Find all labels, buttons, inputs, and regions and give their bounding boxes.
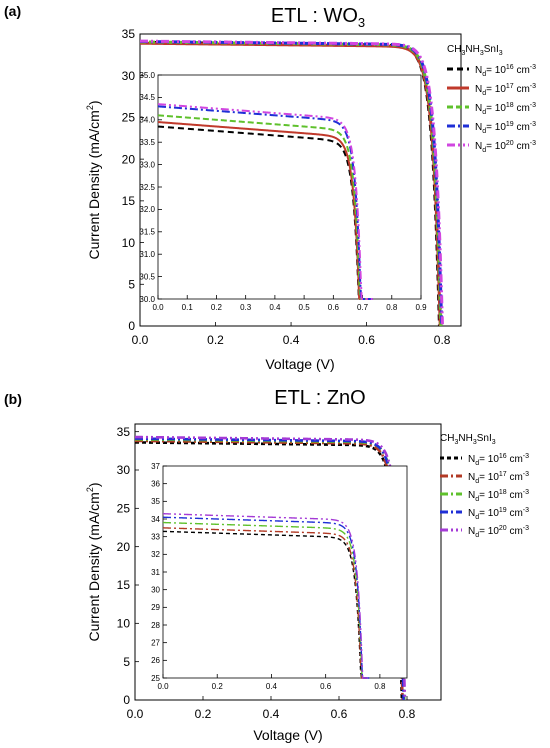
y-tick-label: 25 xyxy=(117,502,131,516)
panel-b: (b) ETL : ZnO 0 5 10 15 20 25 30 35 0.0 0.2 0.4 0.… xyxy=(4,387,529,743)
y-tick-label: 36 xyxy=(151,479,160,488)
legend-label: Nd= 1017 cm-3 xyxy=(468,471,529,485)
y-tick-label: 27 xyxy=(151,638,160,647)
y-tick-label: 32 xyxy=(151,550,160,559)
x-tick-label: 0.8 xyxy=(386,303,398,312)
x-tick-label: 0.7 xyxy=(357,303,369,312)
x-tick-label: 0.5 xyxy=(299,303,311,312)
x-tick-label: 0.4 xyxy=(263,707,280,721)
x-tick-label: 0.0 xyxy=(127,707,144,721)
panel-a-title: ETL : WO3 xyxy=(271,5,365,30)
legend-label: Nd= 1017 cm-3 xyxy=(475,83,536,97)
panel-a-legend: CH3NH3SnI3 Nd= 1016 cm-3 Nd= 1017 cm-3 Nd=… xyxy=(447,44,536,154)
panel-b-x-axis-label: Voltage (V) xyxy=(253,727,322,743)
y-tick-label: 34 xyxy=(151,515,160,524)
y-tick-label: 33.0 xyxy=(139,160,155,169)
y-tick-label: 33 xyxy=(151,532,160,541)
y-tick-label: 0 xyxy=(128,319,135,333)
y-tick-label: 32.5 xyxy=(139,183,155,192)
y-tick-label: 5 xyxy=(123,655,130,669)
x-tick-label: 0.8 xyxy=(434,333,451,347)
legend-label: Nd= 1020 cm-3 xyxy=(475,140,536,154)
x-tick-label: 0.8 xyxy=(399,707,416,721)
y-tick-label: 31.0 xyxy=(139,250,155,259)
y-tick-label: 0 xyxy=(123,693,130,707)
legend-title: CH3NH3SnI3 xyxy=(440,433,496,446)
legend-label: Nd= 1016 cm-3 xyxy=(468,453,529,467)
x-tick-label: 0.2 xyxy=(195,707,212,721)
x-tick-label: 0.4 xyxy=(283,333,300,347)
x-tick-label: 0.8 xyxy=(374,682,386,691)
y-tick-label: 32.0 xyxy=(139,205,155,214)
y-tick-label: 37 xyxy=(151,462,160,471)
y-tick-label: 34.5 xyxy=(139,93,155,102)
y-tick-label: 5 xyxy=(128,277,135,291)
x-tick-label: 0.2 xyxy=(211,303,223,312)
x-tick-label: 0.2 xyxy=(212,682,224,691)
x-tick-label: 0.3 xyxy=(240,303,252,312)
y-tick-label: 25 xyxy=(122,111,136,125)
x-tick-label: 0.6 xyxy=(328,303,340,312)
y-tick-label: 10 xyxy=(122,236,136,250)
y-tick-label: 20 xyxy=(122,152,136,166)
y-tick-label: 15 xyxy=(122,194,136,208)
y-tick-label: 33.5 xyxy=(139,138,155,147)
y-tick-label: 31.5 xyxy=(139,228,155,237)
x-tick-label: 0.6 xyxy=(358,333,375,347)
panel-b-y-axis-label: Current Density (mA/cm2) xyxy=(85,482,102,641)
legend-label: Nd= 1016 cm-3 xyxy=(475,64,536,78)
y-tick-label: 34.0 xyxy=(139,116,155,125)
legend-label: Nd= 1019 cm-3 xyxy=(475,121,536,135)
y-tick-label: 31 xyxy=(151,568,160,577)
panel-b-label: (b) xyxy=(4,391,22,407)
x-tick-label: 0.0 xyxy=(132,333,149,347)
legend-label: Nd= 1018 cm-3 xyxy=(468,489,529,503)
x-tick-label: 0.0 xyxy=(157,682,169,691)
y-tick-label: 26 xyxy=(151,656,160,665)
panel-b-legend: CH3NH3SnI3 Nd= 1016 cm-3 Nd= 1017 cm-3 Nd=… xyxy=(440,433,529,539)
x-tick-label: 0.6 xyxy=(320,682,332,691)
legend-label: Nd= 1018 cm-3 xyxy=(475,102,536,116)
x-tick-label: 0.0 xyxy=(152,303,164,312)
y-tick-label: 30 xyxy=(151,585,160,594)
panel-a: (a) ETL : WO3 0 5 10 15 20 25 30 35 0.0 0.2 0.4 0.… xyxy=(4,3,536,372)
legend-title: CH3NH3SnI3 xyxy=(447,44,503,57)
panel-a-label: (a) xyxy=(4,3,21,19)
legend-label: Nd= 1019 cm-3 xyxy=(468,507,529,521)
x-tick-label: 0.4 xyxy=(269,303,281,312)
x-tick-label: 0.4 xyxy=(266,682,278,691)
x-tick-label: 0.2 xyxy=(207,333,224,347)
y-tick-label: 28 xyxy=(151,621,160,630)
panel-b-y-ticks: 0 5 10 15 20 25 30 35 xyxy=(117,425,139,707)
x-tick-label: 0.1 xyxy=(182,303,194,312)
y-tick-label: 30 xyxy=(122,69,136,83)
y-tick-label: 35 xyxy=(151,497,160,506)
panel-b-title: ETL : ZnO xyxy=(274,387,366,409)
y-tick-label: 35 xyxy=(117,425,131,439)
y-tick-label: 35.0 xyxy=(139,71,155,80)
y-tick-label: 20 xyxy=(117,540,131,554)
y-tick-label: 29 xyxy=(151,603,160,612)
y-tick-label: 30 xyxy=(117,463,131,477)
x-tick-label: 0.6 xyxy=(331,707,348,721)
y-tick-label: 15 xyxy=(117,578,131,592)
legend-label: Nd= 1020 cm-3 xyxy=(468,525,529,539)
x-tick-label: 0.9 xyxy=(415,303,427,312)
y-tick-label: 10 xyxy=(117,617,131,631)
y-tick-label: 35 xyxy=(122,27,136,41)
y-tick-label: 30.5 xyxy=(139,272,155,281)
panel-a-x-axis-label: Voltage (V) xyxy=(265,356,334,372)
panel-a-y-axis-label: Current Density (mA/cm2) xyxy=(85,100,102,259)
panel-b-inset-frame xyxy=(163,466,407,678)
